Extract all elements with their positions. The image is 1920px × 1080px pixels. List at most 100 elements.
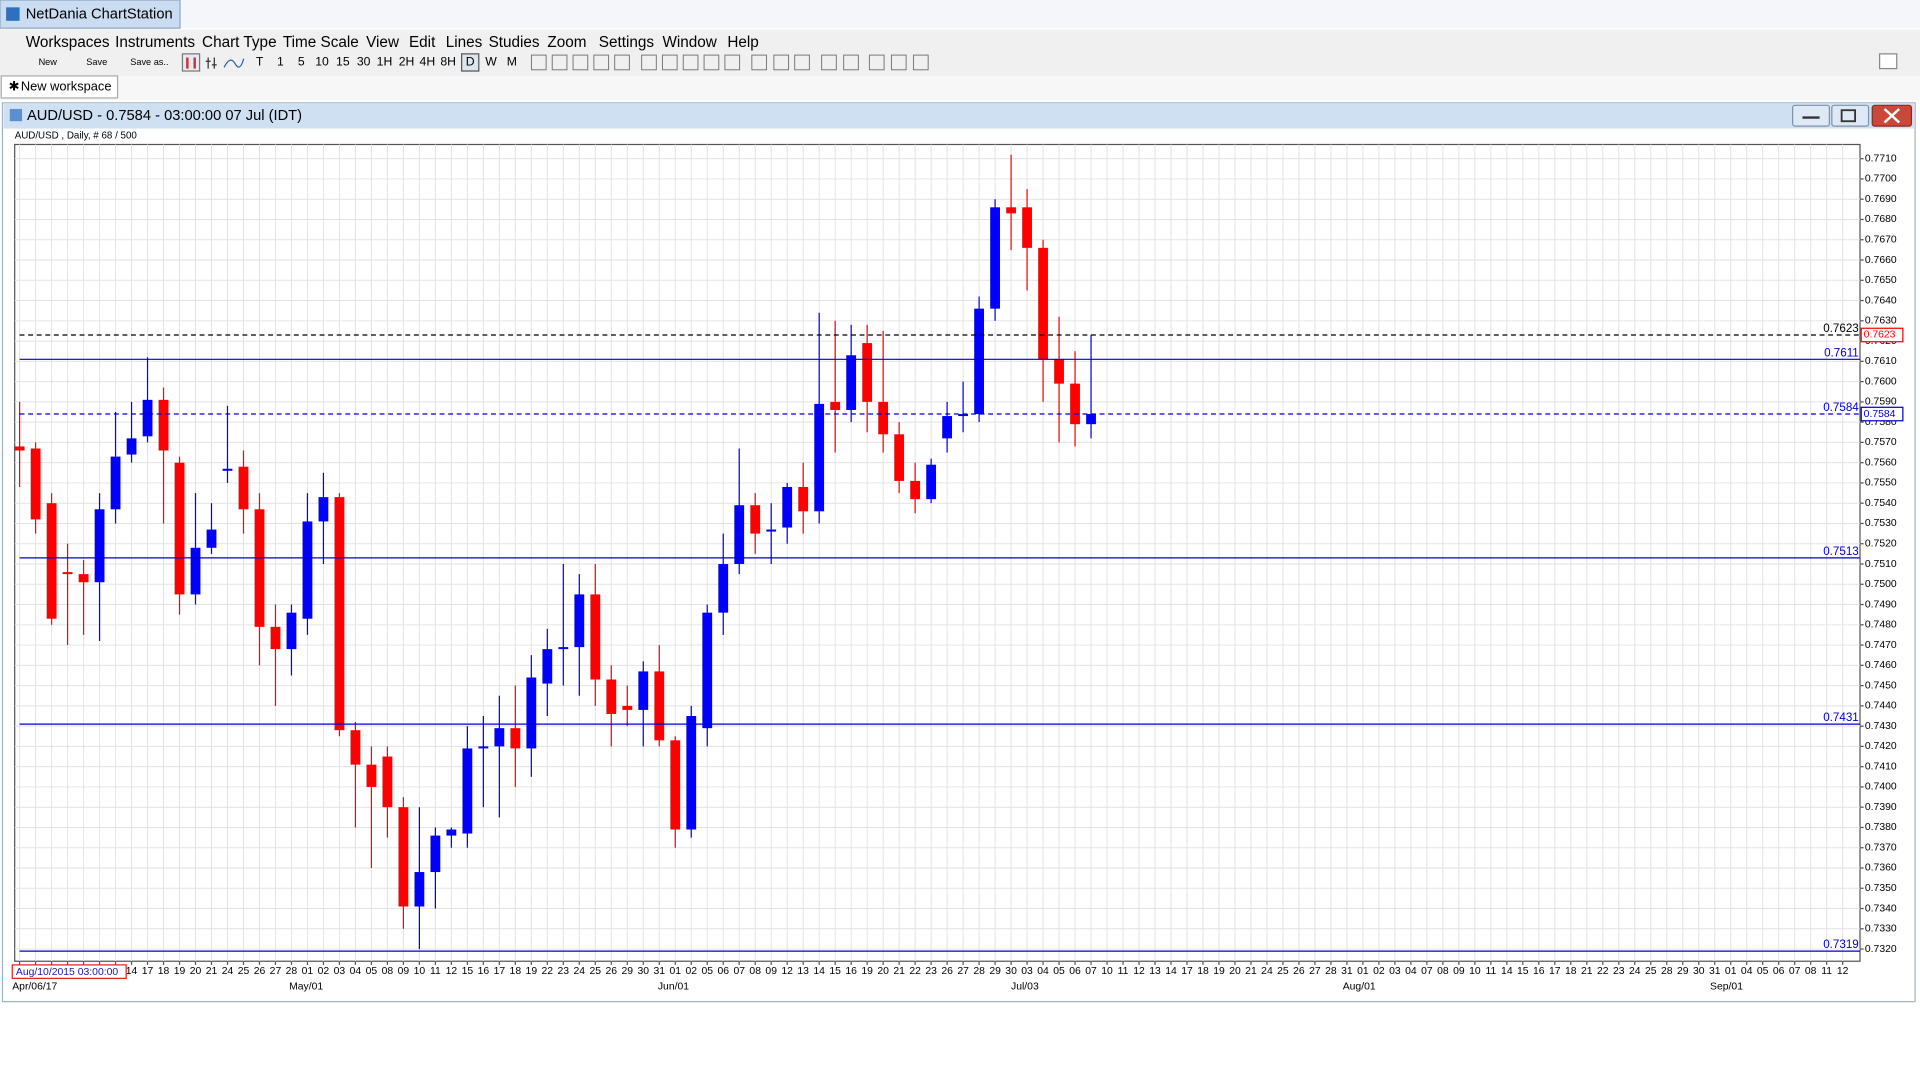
- x-tick-label: 28: [286, 966, 298, 977]
- candle-body: [910, 480, 921, 500]
- toolbar-icon[interactable]: [868, 54, 885, 71]
- candle-body: [254, 509, 265, 627]
- menu-item[interactable]: Settings: [599, 34, 655, 51]
- period-button[interactable]: T: [256, 55, 264, 69]
- candle-body: [782, 486, 793, 528]
- period-button[interactable]: 1: [277, 55, 284, 69]
- period-button[interactable]: 2H: [399, 55, 415, 69]
- level-label: 0.7584: [1823, 401, 1859, 414]
- toolbar-icon[interactable]: [890, 54, 907, 71]
- x-tick-label: 04: [1037, 966, 1049, 977]
- x-tick-label: 05: [701, 966, 713, 977]
- menu-item[interactable]: Instruments: [115, 34, 195, 51]
- toolbar-button[interactable]: New: [39, 57, 58, 67]
- x-tick-label: 10: [414, 966, 426, 977]
- x-tick-label: 02: [318, 966, 330, 977]
- y-tick-label: 0.7500: [1865, 579, 1897, 590]
- x-tick-label: 26: [254, 966, 266, 977]
- menu-item[interactable]: View: [366, 34, 400, 51]
- x-tick-label: 01: [302, 966, 314, 977]
- month-label: Sep/01: [1710, 982, 1743, 993]
- candle-body: [814, 403, 825, 512]
- period-button[interactable]: W: [485, 55, 497, 69]
- menu-item[interactable]: Chart Type: [202, 34, 277, 51]
- y-tick-label: 0.7340: [1865, 903, 1897, 914]
- period-button[interactable]: 30: [357, 55, 371, 69]
- menu-item[interactable]: Edit: [409, 34, 436, 51]
- toolbar-icon[interactable]: [912, 54, 929, 71]
- candle-body: [974, 308, 984, 415]
- panel-toggle[interactable]: [1878, 53, 1898, 70]
- toolbar-icon[interactable]: [843, 54, 859, 71]
- toolbar-button[interactable]: Save: [86, 57, 107, 67]
- menu-item[interactable]: Studies: [489, 34, 540, 51]
- menu-item[interactable]: Lines: [446, 34, 483, 51]
- x-tick-label: 14: [1165, 966, 1177, 977]
- cursor-date-label: Aug/10/2015 03:00:00: [16, 967, 118, 978]
- toolbar-icon[interactable]: [530, 54, 547, 71]
- x-tick-label: 15: [1517, 966, 1529, 977]
- period-button[interactable]: 8H: [440, 55, 456, 69]
- level-label: 0.7623: [1823, 322, 1859, 335]
- x-tick-label: 22: [542, 966, 554, 977]
- x-tick-label: 25: [1645, 966, 1657, 977]
- toolbar-icon[interactable]: [724, 54, 741, 71]
- x-tick-label: 30: [1693, 966, 1705, 977]
- x-tick-label: 11: [430, 966, 441, 977]
- period-button[interactable]: 15: [336, 55, 350, 69]
- toolbar-icon[interactable]: [773, 54, 790, 71]
- toolbar-icon[interactable]: [205, 57, 217, 69]
- toolbar-icon[interactable]: [551, 54, 568, 71]
- menu-item[interactable]: Window: [662, 34, 717, 51]
- app-tab[interactable]: [0, 0, 181, 29]
- toolbar-icon[interactable]: [751, 54, 768, 71]
- month-label: Apr/06/17: [12, 982, 57, 993]
- toolbar-icon[interactable]: [614, 54, 630, 71]
- toolbar-icon: [186, 57, 196, 69]
- chart-subtitle: AUD/USD , Daily, # 68 / 500: [15, 131, 138, 142]
- toolbar-icon[interactable]: [703, 54, 720, 71]
- candle-body: [670, 740, 681, 830]
- period-button[interactable]: 5: [298, 55, 305, 69]
- candle-body: [126, 438, 137, 455]
- x-tick-label: 18: [1565, 966, 1577, 977]
- toolbar-icon[interactable]: [593, 54, 610, 71]
- menu-item[interactable]: Help: [727, 34, 758, 51]
- period-button[interactable]: 4H: [420, 55, 436, 69]
- toolbar-icon[interactable]: [572, 54, 589, 71]
- period-button[interactable]: D: [466, 55, 475, 69]
- x-tick-label: 03: [1021, 966, 1033, 977]
- workspace-tab[interactable]: [0, 75, 119, 99]
- toolbar-icon[interactable]: [661, 54, 678, 71]
- toolbar-icon[interactable]: [682, 54, 699, 71]
- month-label: May/01: [289, 982, 323, 993]
- y-tick-label: 0.7670: [1865, 234, 1897, 245]
- y-tick-label: 0.7710: [1865, 153, 1897, 164]
- candle-body: [942, 416, 953, 439]
- toolbar-icon[interactable]: [641, 54, 657, 71]
- candle-body: [574, 594, 585, 648]
- toolbar-button[interactable]: Save as..: [130, 57, 168, 67]
- menu-item[interactable]: Time Scale: [283, 34, 359, 51]
- menu-item[interactable]: Workspaces: [26, 34, 110, 51]
- y-tick-label: 0.7560: [1865, 457, 1897, 468]
- minimize-button[interactable]: [1792, 104, 1830, 127]
- toolbar-icon[interactable]: [794, 54, 810, 71]
- candle-body: [686, 716, 697, 830]
- x-tick-label: 07: [733, 966, 745, 977]
- x-tick-label: 08: [1437, 966, 1449, 977]
- x-tick-label: 09: [398, 966, 410, 977]
- toolbar-icon[interactable]: [821, 54, 837, 71]
- period-button[interactable]: M: [507, 55, 517, 69]
- x-tick-label: 16: [1533, 966, 1545, 977]
- y-tick-label: 0.7690: [1865, 194, 1897, 205]
- menu-item[interactable]: Zoom: [547, 34, 586, 51]
- period-button[interactable]: 1H: [377, 55, 393, 69]
- toolbar-icon[interactable]: [181, 53, 201, 72]
- x-tick-label: 15: [829, 966, 841, 977]
- period-button[interactable]: 10: [315, 55, 329, 69]
- x-tick-label: 18: [158, 966, 170, 977]
- toolbar-icon[interactable]: [223, 58, 245, 68]
- x-tick-label: 22: [909, 966, 921, 977]
- restore-button[interactable]: [1831, 104, 1870, 127]
